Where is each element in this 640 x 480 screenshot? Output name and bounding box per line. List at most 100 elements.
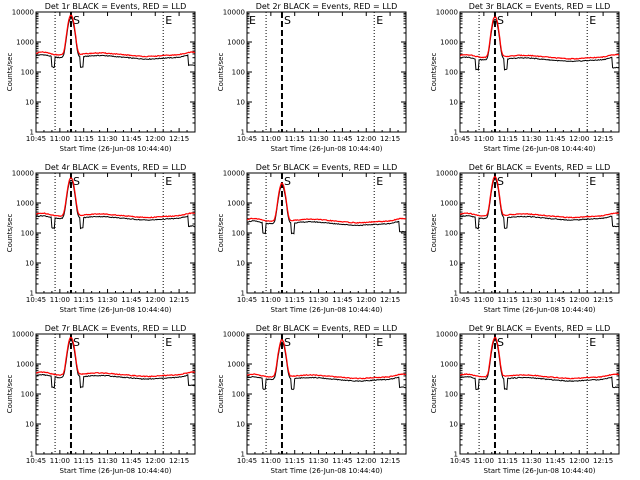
y-tick-label: 1000 <box>227 39 245 47</box>
x-tick-label: 12:15 <box>593 457 613 465</box>
x-tick-label: 11:15 <box>74 457 94 465</box>
lld-series-line <box>247 338 406 380</box>
events-series-line <box>460 177 619 230</box>
plot-lines <box>460 175 619 230</box>
plot-title: Det 5r BLACK = Events, RED = LLD <box>256 163 398 172</box>
plot-title: Det 6r BLACK = Events, RED = LLD <box>469 163 611 172</box>
y-tick-label: 10 <box>236 260 245 268</box>
axes-frame <box>459 172 620 294</box>
y-tick-label: 100 <box>445 230 458 238</box>
y-tick-label: 10 <box>25 99 34 107</box>
axes-frame <box>246 172 407 294</box>
axes-frame <box>459 333 620 455</box>
marker-label: E <box>249 14 256 27</box>
x-tick-label: 11:30 <box>308 135 328 143</box>
x-tick-label: 12:15 <box>593 296 613 304</box>
lld-series-line <box>36 177 195 219</box>
lld-series-line <box>36 336 195 378</box>
x-tick-label: 11:45 <box>121 135 141 143</box>
y-axis-label: Counts/sec <box>430 375 438 414</box>
plot-lines <box>460 16 619 71</box>
x-tick-label: 11:00 <box>261 457 281 465</box>
marker-label: S <box>73 14 80 27</box>
x-tick-label: 12:00 <box>356 457 376 465</box>
y-tick-label: 1 <box>241 451 245 459</box>
y-tick-label: 1000 <box>440 361 458 369</box>
x-tick-label: 11:45 <box>332 296 352 304</box>
events-series-line <box>36 179 195 230</box>
marker-label: E <box>589 14 596 27</box>
y-tick-label: 100 <box>21 391 34 399</box>
x-tick-label: 10:45 <box>450 296 470 304</box>
x-tick-label: 12:00 <box>356 135 376 143</box>
x-tick-label: 12:00 <box>569 135 589 143</box>
x-tick-label: 12:15 <box>380 296 400 304</box>
y-axis-label: Counts/sec <box>217 375 225 414</box>
x-axis-label: Start Time (26-Jun-08 10:44:40) <box>271 467 383 475</box>
x-tick-label: 12:15 <box>169 457 189 465</box>
y-tick-label: 10000 <box>12 9 34 17</box>
x-tick-label: 11:00 <box>474 135 494 143</box>
plot-panel-det5: Det 5r BLACK = Events, RED = LLD 10:45 11:… <box>217 163 407 314</box>
x-tick-label: 11:15 <box>285 296 305 304</box>
y-tick-label: 100 <box>232 230 245 238</box>
x-tick-label: 11:00 <box>50 457 70 465</box>
plot-panel-det2: Det 2r BLACK = Events, RED = LLD 10:45 11:… <box>217 2 407 153</box>
y-tick-label: 100 <box>445 391 458 399</box>
axes-frame <box>35 172 196 294</box>
plot-panel-det1: Det 1r BLACK = Events, RED = LLD 10:45 11:… <box>6 2 196 153</box>
plot-panel-det9: Det 9r BLACK = Events, RED = LLD 10:45 11:… <box>430 324 620 475</box>
x-tick-label: 11:00 <box>474 296 494 304</box>
x-tick-label: 11:45 <box>545 296 565 304</box>
plot-lines <box>247 338 406 391</box>
y-tick-label: 1000 <box>16 200 34 208</box>
x-tick-label: 10:45 <box>450 135 470 143</box>
plot-title: Det 4r BLACK = Events, RED = LLD <box>45 163 187 172</box>
y-tick-label: 1 <box>241 129 245 137</box>
y-tick-label: 1000 <box>227 200 245 208</box>
x-tick-label: 10:45 <box>26 457 46 465</box>
x-tick-label: 11:00 <box>261 296 281 304</box>
x-tick-label: 11:45 <box>121 296 141 304</box>
plot-panel-det8: Det 8r BLACK = Events, RED = LLD 10:45 11:… <box>217 324 407 475</box>
y-tick-label: 10 <box>236 99 245 107</box>
axes-frame <box>246 333 407 455</box>
y-tick-label: 10000 <box>436 331 458 339</box>
lld-series-line <box>247 182 406 224</box>
plot-lines <box>36 177 195 230</box>
x-tick-label: 10:45 <box>26 296 46 304</box>
y-tick-label: 100 <box>232 391 245 399</box>
x-tick-label: 10:45 <box>450 457 470 465</box>
y-tick-label: 100 <box>232 69 245 77</box>
x-tick-label: 12:00 <box>145 457 165 465</box>
y-tick-label: 10 <box>25 421 34 429</box>
y-tick-label: 10 <box>449 421 458 429</box>
x-tick-label: 11:45 <box>545 135 565 143</box>
y-tick-label: 1 <box>30 290 34 298</box>
plot-title: Det 2r BLACK = Events, RED = LLD <box>256 2 398 11</box>
y-tick-label: 10000 <box>223 9 245 17</box>
x-axis-label: Start Time (26-Jun-08 10:44:40) <box>271 306 383 314</box>
y-tick-label: 1 <box>241 290 245 298</box>
x-tick-label: 12:15 <box>593 135 613 143</box>
x-tick-label: 11:00 <box>261 135 281 143</box>
y-tick-label: 1000 <box>227 361 245 369</box>
marker-label: E <box>165 336 172 349</box>
marker-label: E <box>589 336 596 349</box>
y-tick-label: 1000 <box>16 361 34 369</box>
x-tick-label: 11:00 <box>474 457 494 465</box>
y-tick-label: 10000 <box>223 331 245 339</box>
x-tick-label: 11:15 <box>285 457 305 465</box>
marker-label: S <box>497 336 504 349</box>
x-axis-label: Start Time (26-Jun-08 10:44:40) <box>271 145 383 153</box>
marker-label: E <box>165 14 172 27</box>
plot-lines <box>36 336 195 389</box>
x-tick-label: 12:00 <box>145 296 165 304</box>
x-tick-label: 11:30 <box>521 457 541 465</box>
marker-label: S <box>284 14 291 27</box>
x-tick-label: 11:45 <box>332 457 352 465</box>
x-tick-label: 11:45 <box>332 135 352 143</box>
x-tick-label: 11:30 <box>97 296 117 304</box>
marker-label: E <box>165 175 172 188</box>
y-axis-label: Counts/sec <box>430 53 438 92</box>
